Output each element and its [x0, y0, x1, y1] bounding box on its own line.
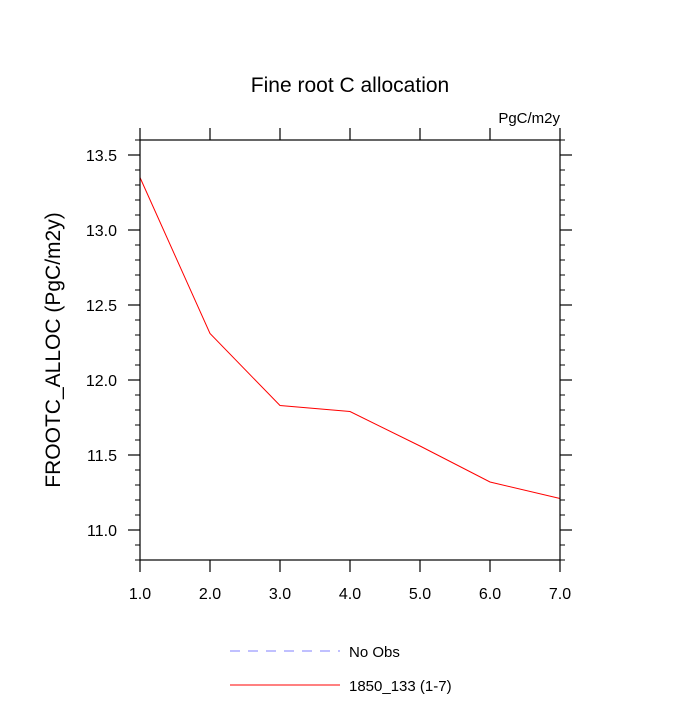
legend: No Obs 1850_133 (1-7) [230, 644, 452, 695]
x-tick-label: 6.0 [479, 586, 501, 603]
x-tick-labels: 1.0 2.0 3.0 4.0 5.0 6.0 7.0 [129, 586, 571, 603]
x-tick-label: 3.0 [269, 586, 291, 603]
y-tick-label: 13.0 [86, 223, 117, 240]
minor-ticks [135, 140, 565, 560]
y-tick-labels: 11.0 11.5 12.0 12.5 13.0 13.5 [86, 148, 117, 540]
y-tick-label: 11.0 [87, 523, 117, 540]
chart-title: Fine root C allocation [251, 74, 449, 97]
y-axis-label: FROOTC_ALLOC (PgC/m2y) [42, 212, 65, 487]
x-tick-label: 5.0 [409, 586, 431, 603]
y-tick-label: 12.5 [86, 298, 117, 315]
plot-frame [140, 140, 560, 560]
x-tick-label: 7.0 [549, 586, 571, 603]
x-tick-label: 4.0 [339, 586, 361, 603]
y-tick-label: 11.5 [87, 448, 117, 465]
x-tick-label: 2.0 [199, 586, 221, 603]
x-tick-label: 1.0 [129, 586, 151, 603]
series-line [140, 178, 560, 499]
legend-label: 1850_133 (1-7) [349, 678, 452, 695]
legend-label: No Obs [349, 644, 400, 661]
y-tick-label: 12.0 [86, 373, 117, 390]
major-ticks [128, 128, 572, 572]
series-lines [140, 177, 560, 498]
units-label: PgC/m2y [498, 110, 560, 127]
y-tick-label: 13.5 [86, 148, 117, 165]
